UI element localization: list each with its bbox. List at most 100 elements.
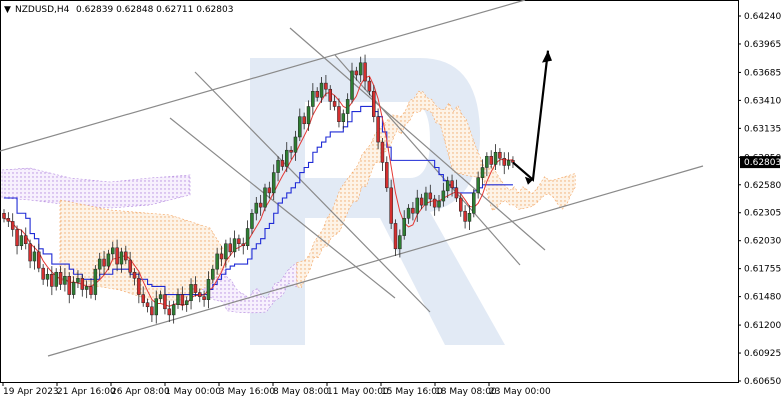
candle [398, 229, 402, 258]
candle-body [298, 116, 302, 138]
candle-body [454, 187, 459, 199]
candle-body [285, 149, 289, 167]
candle-body [267, 187, 272, 194]
candle-body [311, 90, 315, 107]
y-tick-label: 0.62305 [744, 209, 781, 219]
candle-body [24, 235, 28, 244]
candle [71, 276, 76, 299]
candle [254, 196, 259, 221]
symbol-menu-icon[interactable]: ▼ [4, 5, 11, 15]
candle-body [459, 197, 463, 212]
candle-body [467, 212, 472, 222]
candle [280, 154, 285, 171]
fan-line-1 [194, 71, 431, 313]
forecast-pivot-head [524, 176, 533, 185]
candle-body [97, 258, 102, 270]
candle-body [332, 101, 337, 107]
candle-body [276, 160, 280, 173]
candle [24, 227, 28, 250]
candle-body [211, 268, 215, 280]
y-tick-label: 0.63965 [744, 40, 781, 50]
candle-body [206, 279, 211, 300]
candle [211, 265, 215, 284]
candle [119, 247, 124, 273]
candle-body [132, 271, 137, 279]
candle-body [6, 218, 11, 222]
candle [89, 278, 93, 299]
candle-body [84, 286, 89, 290]
cloud-segment-left-orange [59, 199, 231, 301]
y-tick-label: 0.60925 [744, 349, 781, 359]
candle-body [289, 149, 293, 153]
candle-body [293, 136, 298, 153]
trend-channel [0, 0, 704, 357]
candle-body [341, 113, 346, 122]
x-tick-label: 21 Apr 16:00 [57, 387, 116, 397]
candle-body [280, 160, 285, 167]
candle [167, 300, 172, 323]
candle [306, 100, 311, 131]
candle [298, 108, 302, 142]
candle [37, 243, 41, 273]
candle-body [363, 62, 367, 82]
candle [385, 156, 389, 192]
candle [54, 268, 58, 291]
candle-body [137, 278, 141, 295]
candle [372, 85, 376, 123]
fan-line-2 [169, 117, 396, 299]
cloud-segment-orange [296, 90, 576, 289]
candle [350, 62, 354, 104]
candle [228, 237, 232, 256]
candle [19, 229, 24, 250]
kijun-path [4, 105, 513, 296]
candle-body [54, 271, 58, 287]
candle-body [215, 253, 219, 270]
candle [141, 286, 145, 307]
forecast-arrow [512, 50, 552, 185]
candle [376, 108, 380, 150]
candle-body [124, 251, 128, 261]
candle [189, 278, 193, 310]
candle-body [184, 300, 189, 305]
candle-body [402, 218, 406, 236]
candle [315, 87, 319, 102]
candle-body [58, 271, 63, 285]
candle-body [15, 229, 19, 247]
candle-body [254, 202, 259, 214]
candle-body [441, 190, 446, 202]
candle [337, 98, 341, 128]
candle-body [111, 247, 115, 255]
candle-body [228, 243, 232, 253]
candle-body [45, 273, 50, 280]
candle [45, 268, 50, 287]
candle [80, 274, 85, 297]
candle [106, 249, 111, 271]
candle [319, 77, 324, 103]
candle [163, 288, 167, 315]
candle-body [237, 238, 241, 244]
candle [437, 194, 441, 212]
candle [6, 212, 11, 227]
candle-body [376, 116, 380, 143]
candle [467, 205, 472, 231]
candle [428, 184, 433, 207]
candle-body [415, 197, 419, 214]
candle [271, 164, 276, 201]
candle-body [80, 278, 85, 290]
candle [111, 241, 115, 260]
candle-body [198, 292, 202, 297]
candle [171, 300, 176, 324]
ohlc-readout: 0.62839 0.62848 0.62711 0.62803 [76, 5, 233, 15]
candle-body [472, 192, 476, 214]
candle-body [476, 177, 480, 194]
candle-body [180, 294, 185, 305]
candle [441, 182, 446, 207]
symbol-label: NZDUSD,H4 [15, 5, 70, 15]
candle [176, 288, 180, 309]
candle-body [41, 267, 45, 280]
candle-body [306, 106, 311, 125]
candle [15, 225, 19, 255]
candle-body [250, 212, 254, 229]
candle-body [493, 151, 498, 165]
candles [2, 54, 515, 324]
